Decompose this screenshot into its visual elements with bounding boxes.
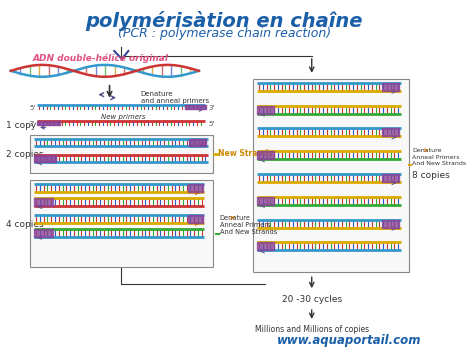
Text: polymérisàtion en chaîne: polymérisàtion en chaîne	[85, 11, 363, 31]
Text: New primers: New primers	[101, 115, 146, 120]
Text: 2 copies: 2 copies	[6, 150, 44, 159]
Text: Anneal Primers: Anneal Primers	[219, 222, 270, 228]
Text: (PCR : polymerase chain reaction): (PCR : polymerase chain reaction)	[118, 27, 331, 40]
Text: 20 -30 cycles: 20 -30 cycles	[282, 295, 342, 304]
Text: Denature: Denature	[412, 148, 442, 153]
Text: 5': 5'	[208, 121, 215, 127]
Text: 5': 5'	[29, 105, 35, 110]
Text: Denature
and anneal primers: Denature and anneal primers	[141, 91, 209, 104]
Text: And New Strands: And New Strands	[412, 160, 466, 166]
Text: 1 copy: 1 copy	[6, 121, 36, 130]
Text: ADN double-hélice original: ADN double-hélice original	[32, 53, 168, 63]
Bar	[254, 79, 409, 272]
Bar	[29, 135, 213, 173]
Text: New Strands: New Strands	[218, 149, 273, 158]
Text: 3': 3'	[29, 121, 35, 127]
Text: 4 copies: 4 copies	[6, 220, 44, 229]
Text: 3': 3'	[208, 105, 215, 110]
Text: Denature: Denature	[219, 215, 251, 221]
Text: And New Strands: And New Strands	[219, 229, 277, 235]
Bar	[29, 180, 213, 267]
Text: Anneal Primers: Anneal Primers	[412, 155, 460, 160]
Text: www.aquaportail.com: www.aquaportail.com	[277, 334, 421, 347]
Text: 8 copies: 8 copies	[412, 170, 450, 180]
Text: Millions and Millions of copies: Millions and Millions of copies	[255, 325, 369, 334]
